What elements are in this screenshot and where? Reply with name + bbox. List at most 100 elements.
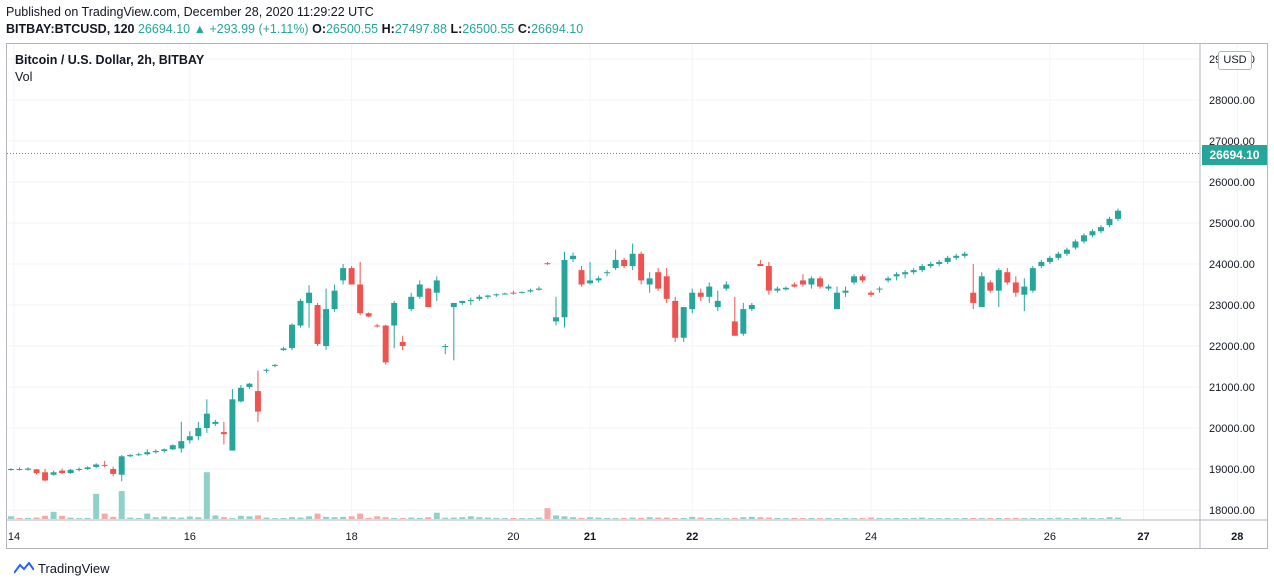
y-tick-label: 26000.00 bbox=[1209, 177, 1255, 189]
volume-bar bbox=[910, 517, 917, 519]
volume-bar bbox=[868, 517, 875, 519]
candle-body bbox=[67, 469, 74, 474]
candle-body bbox=[220, 432, 227, 435]
candle-body bbox=[476, 296, 483, 299]
x-tick-label: 18 bbox=[345, 531, 357, 543]
x-tick-label: 22 bbox=[686, 531, 698, 543]
candle-body bbox=[1072, 241, 1079, 248]
candle-body bbox=[1055, 253, 1062, 258]
candle-body bbox=[169, 445, 176, 450]
volume-bar bbox=[885, 518, 892, 519]
candle-body bbox=[842, 290, 849, 293]
candle-body bbox=[995, 270, 1002, 291]
volume-bar bbox=[791, 517, 798, 519]
volume-bar bbox=[357, 513, 364, 519]
candle-body bbox=[655, 272, 662, 289]
volume-bar bbox=[467, 516, 474, 519]
volume-bar bbox=[587, 517, 594, 519]
volume-bar bbox=[919, 517, 926, 519]
volume-bar bbox=[297, 517, 304, 519]
volume-bar bbox=[1055, 517, 1062, 519]
volume-bar bbox=[876, 517, 883, 519]
volume-legend: Vol bbox=[15, 70, 33, 84]
candle-body bbox=[570, 255, 576, 260]
volume-bar bbox=[1046, 517, 1053, 519]
open-value: 26500.55 bbox=[325, 22, 379, 36]
y-tick-label: 21000.00 bbox=[1209, 382, 1255, 394]
tradingview-logo-icon bbox=[14, 562, 34, 574]
volume-bar bbox=[1080, 517, 1087, 519]
candle-body bbox=[816, 278, 823, 287]
volume-bar bbox=[374, 516, 381, 519]
volume-bar bbox=[714, 517, 721, 519]
volume-bar bbox=[1106, 517, 1113, 519]
currency-button[interactable]: USD bbox=[1218, 51, 1252, 70]
candle-body bbox=[587, 280, 594, 284]
candle-body bbox=[1004, 272, 1011, 283]
volume-bar bbox=[1063, 518, 1070, 519]
volume-bar bbox=[484, 517, 491, 519]
volume-bar bbox=[348, 516, 355, 519]
low-value: 26500.55 bbox=[462, 22, 515, 36]
candle-body bbox=[782, 287, 789, 290]
candle-body bbox=[135, 454, 142, 456]
y-tick-label: 24000.00 bbox=[1209, 259, 1255, 271]
volume-bar bbox=[655, 517, 662, 519]
candle-body bbox=[161, 449, 168, 451]
volume-bar bbox=[953, 518, 960, 519]
volume-bar bbox=[203, 472, 210, 519]
volume-bar bbox=[16, 517, 23, 519]
candle-body bbox=[834, 292, 840, 310]
candle-body bbox=[186, 436, 193, 441]
candle-body bbox=[731, 321, 738, 336]
volume-bar bbox=[110, 516, 117, 519]
candle-body bbox=[748, 305, 755, 310]
candle-body bbox=[629, 253, 636, 267]
volume-bar bbox=[510, 517, 517, 519]
volume-bar bbox=[902, 518, 909, 519]
candle-body bbox=[808, 278, 815, 285]
volume-bar bbox=[408, 517, 415, 519]
candle-body bbox=[638, 253, 645, 281]
published-caption: Published on TradingView.com, December 2… bbox=[6, 5, 374, 19]
candle-body bbox=[544, 263, 551, 265]
y-tick-label: 19000.00 bbox=[1209, 464, 1255, 476]
candle-body bbox=[254, 391, 261, 412]
candle-body bbox=[714, 300, 721, 308]
candle-body bbox=[144, 452, 151, 455]
candle-body bbox=[1029, 268, 1036, 291]
volume-bar bbox=[663, 517, 670, 519]
candle-body bbox=[936, 261, 943, 264]
volume-bar bbox=[621, 517, 628, 519]
volume-bar bbox=[995, 517, 1002, 519]
candle-body bbox=[306, 292, 313, 303]
candle-body bbox=[706, 286, 713, 297]
candle-body bbox=[961, 253, 968, 256]
y-tick-label: 20000.00 bbox=[1209, 423, 1255, 435]
footer-brand[interactable]: TradingView bbox=[14, 559, 110, 577]
volume-bar bbox=[433, 512, 440, 519]
volume-bar bbox=[229, 518, 236, 519]
volume-bar bbox=[416, 517, 423, 519]
candle-body bbox=[84, 467, 91, 469]
candle-body bbox=[578, 270, 585, 285]
candle-body bbox=[59, 470, 66, 474]
footer-brand-text: TradingView bbox=[38, 560, 110, 576]
volume-bar bbox=[612, 518, 619, 519]
candle-body bbox=[689, 292, 696, 310]
y-tick-label: 25000.00 bbox=[1209, 218, 1255, 230]
candle-body bbox=[1106, 218, 1113, 226]
x-tick-label: 14 bbox=[8, 531, 20, 543]
volume-bar bbox=[527, 518, 534, 519]
volume-bar bbox=[186, 516, 193, 519]
volume-bar bbox=[254, 515, 261, 519]
volume-bar bbox=[42, 515, 49, 519]
volume-bar bbox=[1021, 518, 1028, 519]
last-price-axis-label: 26694.10 bbox=[1202, 145, 1267, 165]
volume-bar bbox=[212, 515, 219, 519]
candle-body bbox=[953, 255, 960, 258]
candle-body bbox=[50, 472, 57, 475]
candle-body bbox=[604, 272, 611, 274]
chart-frame[interactable] bbox=[6, 43, 1268, 549]
